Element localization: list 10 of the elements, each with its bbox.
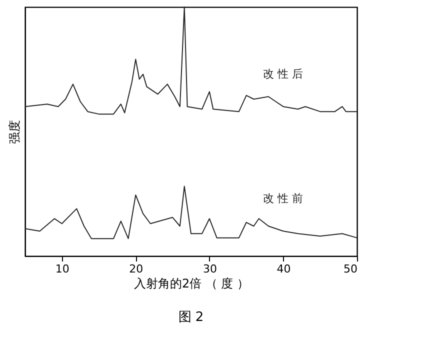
x-axis-title: 入射角的2倍 （ 度 ）: [134, 276, 250, 290]
caption: 图 2: [178, 310, 204, 325]
x-tick-label: 40: [276, 262, 291, 276]
x-tick-label: 10: [55, 262, 70, 276]
series-label: 改 性 后: [263, 68, 304, 81]
x-tick-label: 20: [129, 262, 144, 276]
x-tick-label: 50: [344, 262, 358, 276]
x-tick-label: 30: [202, 262, 217, 276]
series-label: 改 性 前: [263, 192, 304, 206]
y-axis-title: 强度: [8, 120, 22, 144]
